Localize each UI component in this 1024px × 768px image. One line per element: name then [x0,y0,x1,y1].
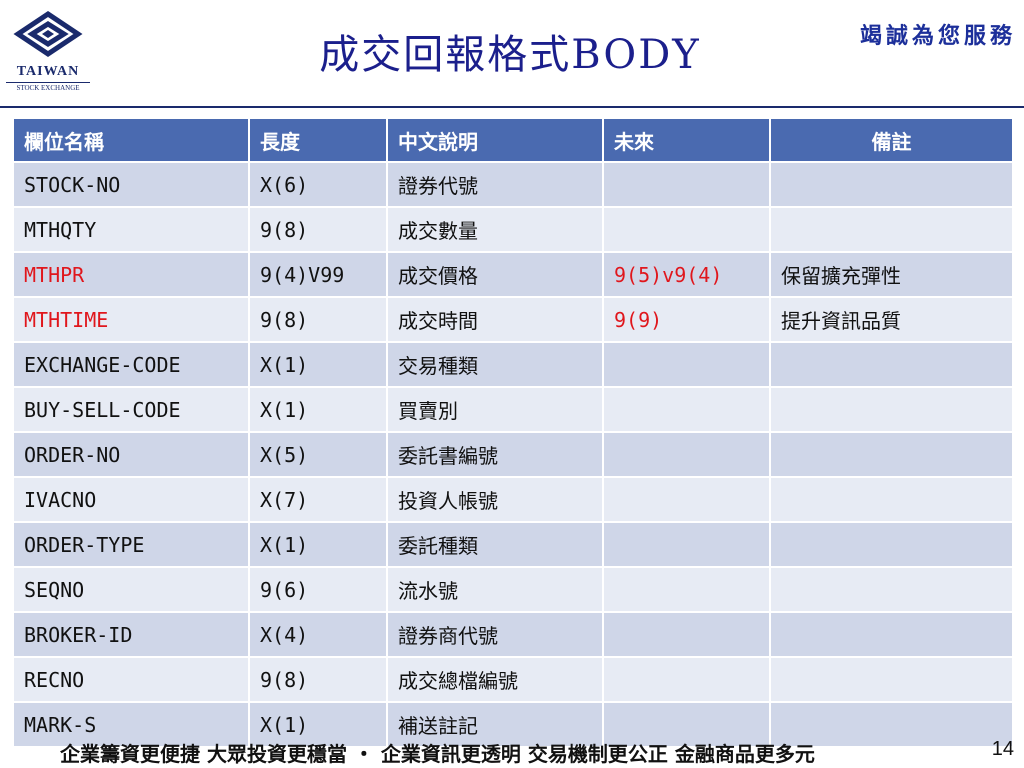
cell-description: 委託書編號 [386,431,604,478]
cell-description: 買賣別 [386,386,604,433]
cell-length: X(1) [248,386,388,433]
cell-field-name: EXCHANGE-CODE [12,341,250,388]
cell-note [769,521,1014,568]
cell-future [602,611,771,658]
column-header-future: 未來 [602,117,771,163]
cell-future [602,161,771,208]
cell-note [769,161,1014,208]
cell-field-name: MARK-S [12,701,250,748]
table-row: MARK-S X(1) 補送註記 [12,701,1014,748]
cell-note [769,431,1014,478]
table-row: MTHQTY 9(8) 成交數量 [12,206,1014,253]
table-row: MTHPR 9(4)V99 成交價格 9(5)v9(4) 保留擴充彈性 [12,251,1014,298]
cell-description: 補送註記 [386,701,604,748]
table-row: MTHTIME 9(8) 成交時間 9(9) 提升資訊品質 [12,296,1014,343]
cell-description: 成交總檔編號 [386,656,604,703]
cell-future: 9(9) [602,296,771,343]
column-header-description: 中文說明 [386,117,604,163]
cell-future [602,566,771,613]
cell-length: X(4) [248,611,388,658]
cell-field-name: BUY-SELL-CODE [12,386,250,433]
cell-note [769,386,1014,433]
page-number: 14 [991,738,1014,760]
cell-field-name: BROKER-ID [12,611,250,658]
cell-future [602,656,771,703]
table-row: SEQNO 9(6) 流水號 [12,566,1014,613]
cell-future [602,476,771,523]
cell-description: 交易種類 [386,341,604,388]
cell-field-name: RECNO [12,656,250,703]
cell-description: 成交數量 [386,206,604,253]
table-row: ORDER-NO X(5) 委託書編號 [12,431,1014,478]
column-header-length: 長度 [248,117,388,163]
cell-length: X(1) [248,701,388,748]
cell-description: 成交時間 [386,296,604,343]
slide-title: 成交回報格式BODY [319,32,701,78]
exchange-logo-icon [13,10,83,58]
cell-note [769,656,1014,703]
slide-footer: 企業籌資更便捷 大眾投資更穩當 ・ 企業資訊更透明 交易機制更公正 金融商品更多… [0,738,1024,768]
slide-header: TAIWAN STOCK EXCHANGE 成交回報格式BODY 竭誠為您服務 [0,0,1024,108]
cell-length: 9(4)V99 [248,251,388,298]
cell-field-name: STOCK-NO [12,161,250,208]
cell-length: 9(8) [248,656,388,703]
cell-field-name: ORDER-NO [12,431,250,478]
table-row: ORDER-TYPE X(1) 委託種類 [12,521,1014,568]
cell-description: 投資人帳號 [386,476,604,523]
cell-length: 9(6) [248,566,388,613]
cell-note [769,476,1014,523]
cell-future [602,386,771,433]
cell-future [602,431,771,478]
cell-length: X(1) [248,341,388,388]
table-row: BUY-SELL-CODE X(1) 買賣別 [12,386,1014,433]
cell-field-name: ORDER-TYPE [12,521,250,568]
cell-note [769,341,1014,388]
cell-field-name: MTHTIME [12,296,250,343]
cell-description: 證券代號 [386,161,604,208]
cell-field-name: SEQNO [12,566,250,613]
cell-future [602,341,771,388]
cell-future [602,701,771,748]
twse-logo: TAIWAN STOCK EXCHANGE [6,10,90,94]
cell-description: 證券商代號 [386,611,604,658]
cell-description: 流水號 [386,566,604,613]
table-row: RECNO 9(8) 成交總檔編號 [12,656,1014,703]
format-table-container: 欄位名稱 長度 中文說明 未來 備註 STOCK-NO X(6) 證券代號 MTHQT… [12,117,1014,748]
cell-note [769,206,1014,253]
cell-future [602,206,771,253]
cell-length: 9(8) [248,206,388,253]
logo-wordmark: TAIWAN [16,64,80,79]
table-body: STOCK-NO X(6) 證券代號 MTHQTY 9(8) 成交數量 MTHPR 9(4)V… [12,161,1014,748]
cell-field-name: MTHPR [12,251,250,298]
cell-note [769,611,1014,658]
table-header-row: 欄位名稱 長度 中文說明 未來 備註 [12,117,1014,163]
footer-slogan: 企業籌資更便捷 大眾投資更穩當 ・ 企業資訊更透明 交易機制更公正 金融商品更多… [60,742,815,766]
cell-note: 保留擴充彈性 [769,251,1014,298]
cell-length: X(5) [248,431,388,478]
cell-length: 9(8) [248,296,388,343]
cell-length: X(1) [248,521,388,568]
cell-future [602,521,771,568]
slogan: 竭誠為您服務 [859,24,1016,49]
column-header-field-name: 欄位名稱 [12,117,250,163]
column-header-note: 備註 [769,117,1014,163]
cell-length: X(7) [248,476,388,523]
logo-subtitle: STOCK EXCHANGE [6,82,90,92]
cell-length: X(6) [248,161,388,208]
cell-note [769,566,1014,613]
table-row: EXCHANGE-CODE X(1) 交易種類 [12,341,1014,388]
table-row: STOCK-NO X(6) 證券代號 [12,161,1014,208]
cell-future: 9(5)v9(4) [602,251,771,298]
cell-description: 委託種類 [386,521,604,568]
table-row: BROKER-ID X(4) 證券商代號 [12,611,1014,658]
table-row: IVACNO X(7) 投資人帳號 [12,476,1014,523]
cell-description: 成交價格 [386,251,604,298]
cell-field-name: MTHQTY [12,206,250,253]
cell-field-name: IVACNO [12,476,250,523]
cell-note [769,701,1014,748]
format-table: 欄位名稱 長度 中文說明 未來 備註 STOCK-NO X(6) 證券代號 MTHQT… [12,117,1014,748]
cell-note: 提升資訊品質 [769,296,1014,343]
